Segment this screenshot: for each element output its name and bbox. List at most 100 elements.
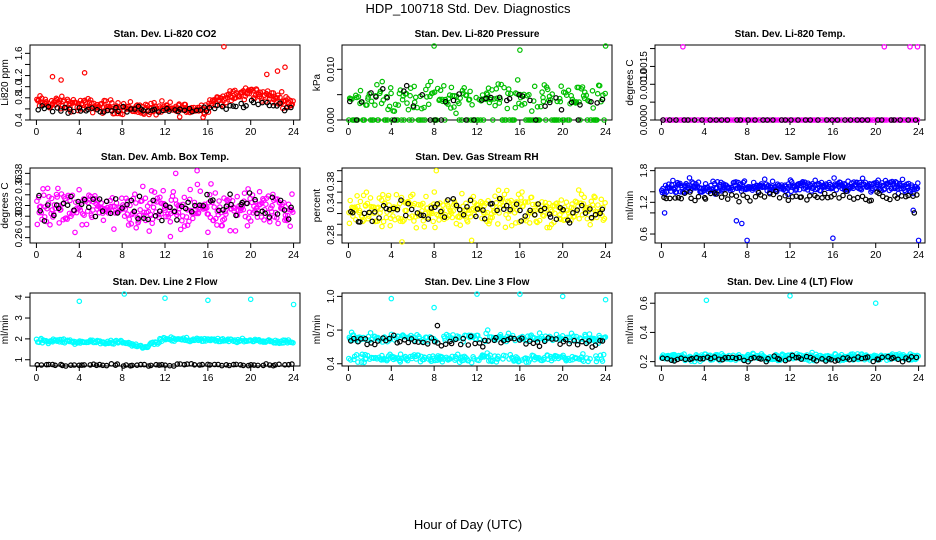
x-tick-label: 12	[471, 373, 483, 384]
data-point	[407, 92, 413, 99]
data-point	[367, 330, 374, 336]
data-point	[456, 100, 462, 107]
data-point	[369, 218, 376, 225]
data-point	[716, 356, 722, 363]
data-point	[578, 191, 585, 198]
data-point	[542, 103, 548, 110]
data-point	[558, 107, 565, 113]
data-point	[350, 213, 356, 219]
x-tick-label: 12	[784, 250, 796, 261]
outlier-point	[167, 233, 174, 240]
data-point	[448, 84, 455, 91]
data-point	[453, 110, 459, 117]
data-point	[49, 361, 56, 368]
data-point	[589, 88, 596, 94]
data-point	[740, 192, 746, 198]
data-point	[274, 103, 280, 109]
x-tick-label: 16	[827, 127, 839, 138]
data-point	[246, 209, 253, 216]
data-point	[126, 216, 133, 223]
panel-9: Stan. Dev. Line 4 (LT) Flow ml/min 0 4 8 12 16…	[625, 277, 926, 384]
data-point	[575, 187, 582, 193]
data-point	[666, 117, 673, 123]
y-tick-label: 1.8	[639, 163, 650, 177]
data-point	[540, 213, 547, 219]
y-tick-label: 1.0	[326, 289, 337, 303]
x-tick-label: 24	[600, 373, 612, 384]
data-point	[254, 210, 260, 217]
x-tick-label: 12	[471, 127, 483, 138]
data-point	[405, 200, 412, 207]
data-point	[878, 117, 885, 123]
data-point	[232, 228, 239, 234]
data-point	[523, 341, 529, 347]
data-point	[413, 225, 420, 231]
data-point	[421, 224, 428, 230]
data-point	[724, 196, 731, 202]
data-point	[845, 117, 851, 123]
data-point	[471, 117, 477, 123]
data-point	[495, 353, 501, 360]
data-point	[471, 355, 477, 362]
x-tick-label: 20	[557, 127, 569, 138]
x-tick-label: 8	[744, 127, 750, 138]
data-point	[214, 102, 221, 109]
data-point	[681, 190, 688, 197]
data-point	[181, 223, 188, 229]
panel-title: Stan. Dev. Li-820 Pressure	[415, 29, 540, 40]
panel-4: Stan. Dev. Amb. Box Temp. degrees C 0 4 8 12 1…	[0, 152, 301, 261]
data-point	[38, 362, 45, 368]
data-point	[541, 338, 548, 345]
data-point	[524, 333, 531, 340]
data-point	[868, 197, 875, 204]
data-point	[566, 117, 573, 123]
data-point	[182, 101, 189, 108]
data-point	[419, 92, 426, 98]
data-point	[41, 218, 48, 224]
data-point	[288, 204, 294, 211]
data-point	[431, 338, 438, 345]
data-point	[375, 338, 381, 344]
data-point	[581, 194, 588, 201]
series-2	[35, 97, 294, 116]
data-point	[477, 206, 484, 213]
data-point	[526, 91, 532, 98]
outlier-point	[911, 210, 918, 216]
data-point	[54, 194, 61, 200]
panel-title: Stan. Dev. Amb. Box Temp.	[101, 152, 229, 163]
data-point	[371, 209, 378, 215]
data-point	[447, 105, 454, 111]
data-point	[278, 89, 285, 95]
data-point	[526, 220, 533, 226]
data-point	[62, 104, 68, 111]
data-point	[424, 341, 431, 347]
x-tick-label: 4	[389, 250, 395, 261]
x-tick-label: 24	[913, 373, 925, 384]
data-point	[724, 117, 731, 123]
x-tick-label: 4	[702, 127, 708, 138]
data-point	[227, 227, 234, 234]
data-point	[223, 361, 230, 368]
data-point	[592, 194, 598, 201]
data-point	[815, 117, 821, 123]
data-point	[270, 90, 277, 96]
data-point	[275, 220, 281, 227]
data-point	[430, 218, 437, 225]
data-point	[195, 209, 202, 216]
data-point	[888, 117, 895, 123]
data-point	[409, 213, 416, 219]
data-point	[770, 117, 776, 123]
data-point	[463, 206, 469, 213]
outlier-point	[205, 229, 211, 236]
x-tick-label: 12	[159, 373, 171, 384]
data-point	[374, 81, 380, 88]
x-tick-label: 0	[659, 250, 665, 261]
data-point	[35, 107, 42, 113]
outlier-point	[733, 218, 740, 224]
data-point	[190, 336, 197, 343]
data-point	[159, 217, 165, 224]
y-tick-label: 0.0000	[639, 104, 650, 135]
data-point	[133, 225, 140, 231]
data-point	[697, 355, 704, 362]
